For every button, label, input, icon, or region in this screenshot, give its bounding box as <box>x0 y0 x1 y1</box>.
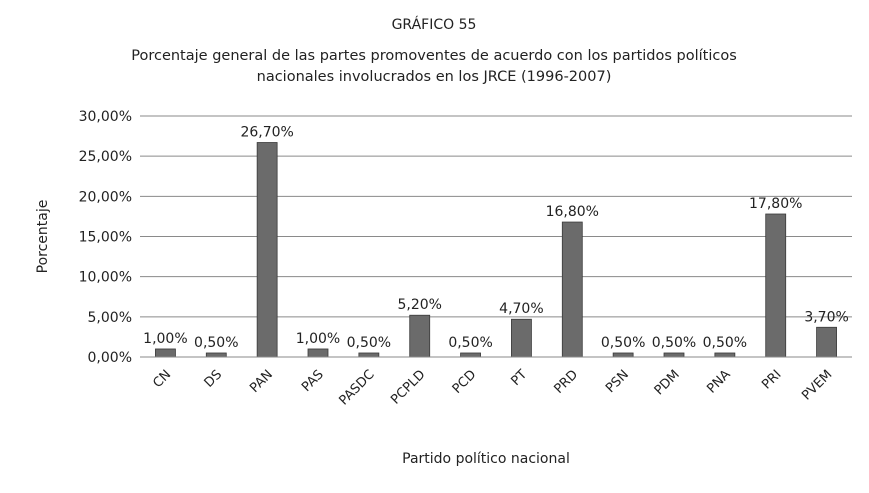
data-label: 0,50% <box>448 335 492 351</box>
y-tick-labels: 0,00% 5,00% 10,00% 15,00% 20,00% 25,00% 30,00% <box>79 109 132 366</box>
bar-ds <box>205 352 227 358</box>
y-tick-label: 25,00% <box>79 149 132 165</box>
x-tick-label: PRD <box>551 367 581 397</box>
data-label: 3,70% <box>804 309 848 325</box>
x-tick-label: PRI <box>759 367 784 392</box>
bar-pan <box>256 142 278 358</box>
x-tick-label: PDM <box>652 367 683 398</box>
data-label: 1,00% <box>296 331 340 347</box>
x-tick-label: PCPLD <box>388 367 428 407</box>
x-tick-label: PNA <box>704 367 733 396</box>
bar-pdm <box>663 352 685 358</box>
bar-prd <box>561 221 583 358</box>
y-tick-label: 0,00% <box>88 350 132 366</box>
bar-pna <box>714 352 736 358</box>
chart-title-line2: Porcentaje general de las partes promove… <box>131 48 737 64</box>
data-label: 4,70% <box>499 301 543 317</box>
x-axis-title: Partido político nacional <box>402 451 570 467</box>
x-tick-label: PCD <box>450 367 480 397</box>
y-tick-label: 30,00% <box>79 109 132 125</box>
x-tick-label: PAS <box>299 367 327 395</box>
x-tick-label: PT <box>508 367 530 389</box>
bar-pvem <box>816 326 837 358</box>
gridlines <box>140 115 852 318</box>
data-label: 17,80% <box>749 196 802 212</box>
bar-pasdc <box>358 352 380 358</box>
bar-pri <box>765 213 787 358</box>
chart-title-line3: nacionales involucrados en los JRCE (199… <box>257 69 612 85</box>
data-label: 1,00% <box>143 331 187 347</box>
y-tick-label: 20,00% <box>79 189 132 205</box>
bar-pcd <box>460 352 481 358</box>
data-label: 0,50% <box>194 335 238 351</box>
data-label: 16,80% <box>546 204 599 220</box>
bar-pcpld <box>409 314 431 358</box>
y-axis-title: Porcentaje <box>35 200 51 274</box>
x-tick-labels: CN DS PAN PAS PASDC PCPLD PCD PT PRD PSN PDM PNA PRI… <box>150 367 835 408</box>
bar-psn <box>612 352 634 358</box>
data-label: 0,50% <box>652 335 696 351</box>
chart-title-line1: GRÁFICO 55 <box>392 16 477 33</box>
data-labels: 1,00% 0,50% 26,70% 1,00% 0,50% 5,20% 0,50% 4,70… <box>143 125 849 351</box>
x-tick-label: PVEM <box>799 367 835 403</box>
bar-pt <box>511 318 532 358</box>
y-tick-label: 5,00% <box>88 310 132 326</box>
y-tick-label: 10,00% <box>79 270 132 286</box>
bar-pas <box>307 348 329 358</box>
x-tick-label: CN <box>150 367 174 391</box>
x-tick-label: PSN <box>603 367 632 396</box>
y-tick-label: 15,00% <box>79 230 132 246</box>
x-tick-label: DS <box>202 367 226 391</box>
data-label: 26,70% <box>240 125 293 141</box>
x-tick-label: PASDC <box>336 367 377 408</box>
data-label: 0,50% <box>347 335 391 351</box>
data-label: 5,20% <box>397 297 441 313</box>
data-label: 0,50% <box>601 335 645 351</box>
data-label: 0,50% <box>703 335 747 351</box>
x-tick-label: PAN <box>247 367 276 396</box>
bars <box>155 142 837 358</box>
bar-cn <box>155 348 176 358</box>
